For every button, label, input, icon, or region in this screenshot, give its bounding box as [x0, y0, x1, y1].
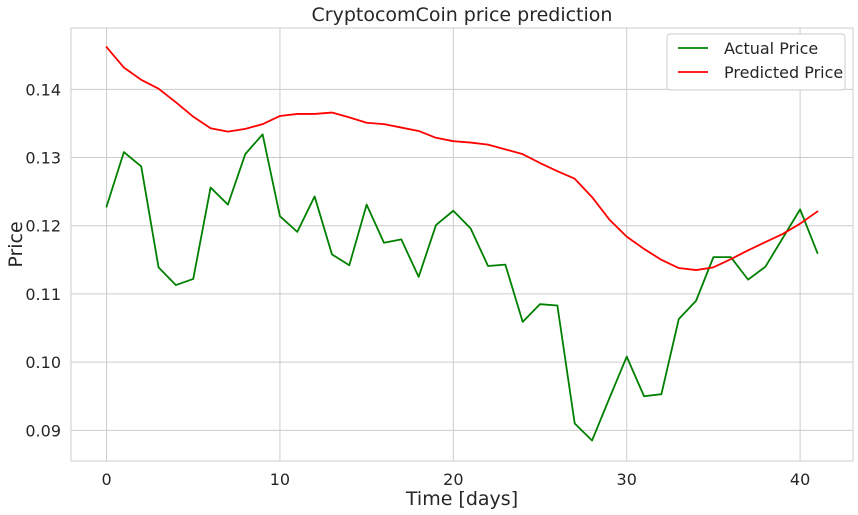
y-tick-label: 0.14: [25, 80, 61, 99]
y-tick-label: 0.10: [25, 353, 61, 372]
x-tick-label: 30: [617, 470, 637, 489]
y-tick-label: 0.09: [25, 421, 61, 440]
series-line-actual-price: [105, 133, 819, 442]
x-tick-label: 0: [101, 470, 111, 489]
legend-box: [666, 33, 846, 91]
series-lines: [105, 46, 819, 442]
series-line-predicted-price: [105, 46, 819, 271]
chart-title: CryptocomCoin price prediction: [312, 4, 613, 26]
legend-label-predicted-price: Predicted Price: [724, 63, 843, 82]
legend: Actual Price Predicted Price: [666, 33, 846, 91]
plot-frame: [70, 27, 854, 462]
y-tick-label: 0.12: [25, 217, 61, 236]
x-axis-title: Time [days]: [405, 488, 518, 510]
y-tick-label: 0.11: [25, 285, 61, 304]
x-tick-labels: 0 10 20 30 40: [101, 470, 810, 489]
legend-label-actual-price: Actual Price: [724, 39, 818, 58]
x-tick-label: 20: [443, 470, 463, 489]
x-tick-label: 40: [790, 470, 810, 489]
x-tick-label: 10: [270, 470, 290, 489]
y-axis-title: Price: [5, 221, 27, 267]
y-tick-label: 0.13: [25, 149, 61, 168]
y-tick-labels: 0.09 0.10 0.11 0.12 0.13 0.14: [25, 80, 61, 440]
